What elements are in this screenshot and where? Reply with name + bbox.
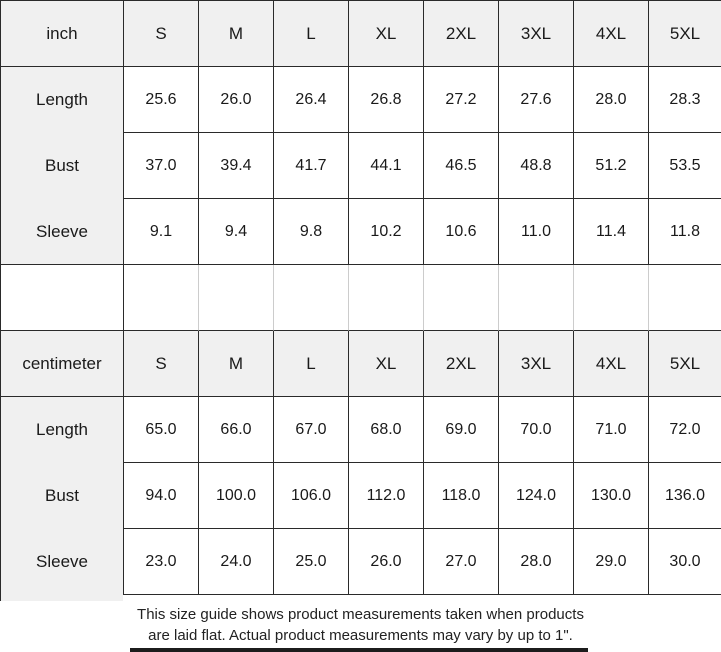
measurement-value: 26.4 xyxy=(274,67,349,133)
table-row-centimeter-header: centimeter S M L XL 2XL 3XL 4XL 5XL xyxy=(1,331,721,397)
measurement-value: 28.0 xyxy=(499,529,574,595)
measurement-label: Sleeve xyxy=(1,199,124,265)
measurement-value: 71.0 xyxy=(574,397,649,463)
measurement-value: 106.0 xyxy=(274,463,349,529)
empty-cell xyxy=(199,265,274,331)
size-header-cell: S xyxy=(124,331,199,397)
size-header-cell: XL xyxy=(349,1,424,67)
measurement-value: 51.2 xyxy=(574,133,649,199)
measurement-value: 27.6 xyxy=(499,67,574,133)
size-header-cell: 3XL xyxy=(499,1,574,67)
table-row-bust-cm: Bust 94.0 100.0 106.0 112.0 118.0 124.0 … xyxy=(1,463,721,529)
table-row-bust-inch: Bust 37.0 39.4 41.7 44.1 46.5 48.8 51.2 … xyxy=(1,133,721,199)
table-row-length-inch: Length 25.6 26.0 26.4 26.8 27.2 27.6 28.… xyxy=(1,67,721,133)
measurement-value: 11.8 xyxy=(649,199,721,265)
size-guide-note-line2: are laid flat. Actual product measuremen… xyxy=(148,627,573,644)
measurement-value: 10.6 xyxy=(424,199,499,265)
measurement-value: 9.8 xyxy=(274,199,349,265)
measurement-value: 29.0 xyxy=(574,529,649,595)
empty-cell xyxy=(1,265,124,331)
measurement-label: Bust xyxy=(1,463,124,529)
size-header-cell: 3XL xyxy=(499,331,574,397)
measurement-value: 9.1 xyxy=(124,199,199,265)
bottom-divider xyxy=(130,648,588,652)
measurement-value: 136.0 xyxy=(649,463,721,529)
table-row-empty xyxy=(1,265,721,331)
size-header-cell: 5XL xyxy=(649,1,721,67)
measurement-value: 67.0 xyxy=(274,397,349,463)
empty-cell xyxy=(574,265,649,331)
measurement-value: 41.7 xyxy=(274,133,349,199)
measurement-label: Length xyxy=(1,67,124,133)
unit-label-inch: inch xyxy=(1,1,124,67)
measurement-value: 44.1 xyxy=(349,133,424,199)
measurement-value: 23.0 xyxy=(124,529,199,595)
measurement-value: 69.0 xyxy=(424,397,499,463)
measurement-value: 26.0 xyxy=(349,529,424,595)
measurement-value: 24.0 xyxy=(199,529,274,595)
size-header-cell: L xyxy=(274,331,349,397)
size-header-cell: L xyxy=(274,1,349,67)
measurement-value: 118.0 xyxy=(424,463,499,529)
measurement-value: 48.8 xyxy=(499,133,574,199)
unit-label-centimeter: centimeter xyxy=(1,331,124,397)
size-guide-note: This size guide shows product measuremen… xyxy=(0,595,721,652)
empty-cell xyxy=(649,265,721,331)
measurement-value: 25.0 xyxy=(274,529,349,595)
size-guide-note-line1: This size guide shows product measuremen… xyxy=(137,606,584,623)
measurement-value: 28.0 xyxy=(574,67,649,133)
measurement-value: 65.0 xyxy=(124,397,199,463)
measurement-value: 27.0 xyxy=(424,529,499,595)
table-row-sleeve-cm: Sleeve 23.0 24.0 25.0 26.0 27.0 28.0 29.… xyxy=(1,529,721,595)
measurement-value: 94.0 xyxy=(124,463,199,529)
size-header-cell: 2XL xyxy=(424,331,499,397)
measurement-value: 53.5 xyxy=(649,133,721,199)
measurement-value: 26.8 xyxy=(349,67,424,133)
measurement-value: 10.2 xyxy=(349,199,424,265)
measurement-value: 30.0 xyxy=(649,529,721,595)
measurement-value: 11.0 xyxy=(499,199,574,265)
measurement-value: 100.0 xyxy=(199,463,274,529)
table-row-sleeve-inch: Sleeve 9.1 9.4 9.8 10.2 10.6 11.0 11.4 1… xyxy=(1,199,721,265)
size-table: inch S M L XL 2XL 3XL 4XL 5XL Length 25.… xyxy=(0,0,721,595)
size-header-cell: 4XL xyxy=(574,1,649,67)
measurement-value: 130.0 xyxy=(574,463,649,529)
empty-cell xyxy=(124,265,199,331)
measurement-value: 72.0 xyxy=(649,397,721,463)
measurement-value: 26.0 xyxy=(199,67,274,133)
measurement-value: 39.4 xyxy=(199,133,274,199)
measurement-value: 9.4 xyxy=(199,199,274,265)
empty-cell xyxy=(424,265,499,331)
label-column-overhang xyxy=(0,595,123,601)
table-row-length-cm: Length 65.0 66.0 67.0 68.0 69.0 70.0 71.… xyxy=(1,397,721,463)
measurement-value: 70.0 xyxy=(499,397,574,463)
measurement-value: 28.3 xyxy=(649,67,721,133)
measurement-value: 112.0 xyxy=(349,463,424,529)
size-header-cell: M xyxy=(199,331,274,397)
empty-cell xyxy=(274,265,349,331)
measurement-value: 124.0 xyxy=(499,463,574,529)
size-header-cell: S xyxy=(124,1,199,67)
measurement-value: 25.6 xyxy=(124,67,199,133)
measurement-value: 37.0 xyxy=(124,133,199,199)
size-header-cell: 4XL xyxy=(574,331,649,397)
table-row-inch-header: inch S M L XL 2XL 3XL 4XL 5XL xyxy=(1,1,721,67)
empty-cell xyxy=(349,265,424,331)
size-header-cell: XL xyxy=(349,331,424,397)
measurement-value: 66.0 xyxy=(199,397,274,463)
measurement-value: 11.4 xyxy=(574,199,649,265)
size-header-cell: M xyxy=(199,1,274,67)
size-header-cell: 2XL xyxy=(424,1,499,67)
measurement-value: 46.5 xyxy=(424,133,499,199)
measurement-label: Length xyxy=(1,397,124,463)
empty-cell xyxy=(499,265,574,331)
measurement-label: Bust xyxy=(1,133,124,199)
measurement-label: Sleeve xyxy=(1,529,124,595)
measurement-value: 68.0 xyxy=(349,397,424,463)
size-header-cell: 5XL xyxy=(649,331,721,397)
measurement-value: 27.2 xyxy=(424,67,499,133)
